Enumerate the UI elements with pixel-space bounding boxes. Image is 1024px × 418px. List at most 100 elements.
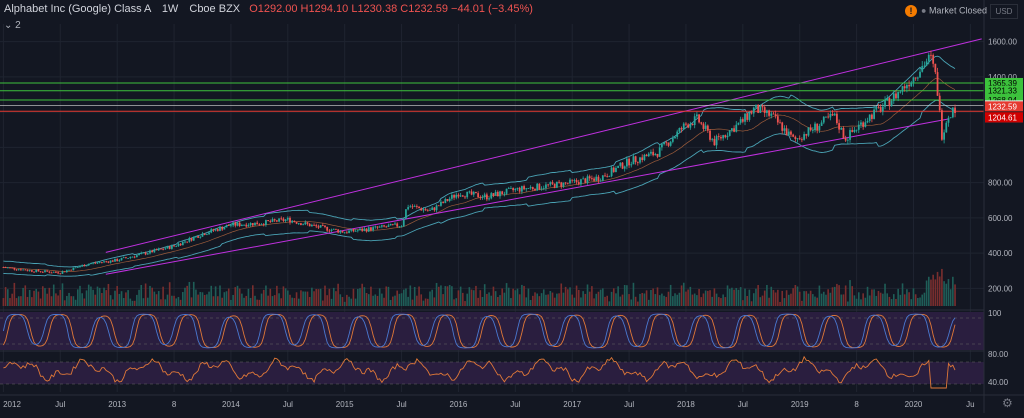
candle-body [300, 223, 302, 226]
x-tick-label: 2017 [563, 400, 581, 409]
candle-body [730, 128, 733, 131]
price-label: 1365.39 [988, 79, 1017, 88]
volume-bar [446, 286, 449, 306]
candle-body [763, 107, 766, 113]
candle-body [81, 265, 84, 267]
volume-bar [630, 299, 633, 306]
interval-label[interactable]: 1W [161, 3, 179, 15]
volume-bar [74, 299, 77, 306]
candle-body [24, 269, 27, 271]
candle-body [17, 269, 20, 271]
candle-body [507, 188, 510, 189]
candle-body [50, 272, 53, 274]
candle-body [485, 194, 488, 200]
candle-body [177, 243, 180, 247]
candle-body [63, 271, 66, 273]
volume-bar [593, 298, 595, 306]
candle-body [914, 77, 917, 79]
candle-body [615, 167, 617, 172]
candle-body [558, 181, 560, 183]
candle-body [170, 245, 173, 249]
y-tick-label: 800.00 [988, 179, 1013, 188]
volume-bar [886, 293, 889, 306]
candle-body [153, 249, 156, 253]
volume-bar [81, 293, 83, 306]
candle-body [750, 112, 753, 114]
volume-bar [52, 284, 55, 306]
volume-bar [617, 286, 619, 306]
candle-body [92, 262, 95, 264]
volume-bar [459, 286, 462, 306]
volume-bar [214, 286, 217, 306]
volume-bar [827, 289, 829, 306]
volume-bar [363, 287, 366, 306]
volume-bar [785, 290, 788, 306]
gear-icon[interactable]: ⚙ [1002, 396, 1013, 410]
candle-body [234, 222, 237, 226]
volume-bar [742, 300, 744, 306]
volume-bar [361, 283, 363, 306]
volume-bar [181, 292, 184, 306]
indicator-toggle[interactable]: ⌄ 2 [4, 20, 21, 31]
candle-body [586, 176, 589, 183]
volume-bar [243, 297, 245, 306]
volume-bar [748, 289, 751, 306]
candle-body [551, 182, 554, 184]
candle-body [96, 262, 99, 264]
candle-body [849, 130, 851, 140]
volume-bar [431, 289, 433, 306]
ohlc-values: O1292.00 H1294.10 L1230.38 C1232.59 −44.… [249, 3, 533, 15]
candle-body [641, 157, 644, 161]
volume-bar [72, 296, 75, 306]
volume-bar [144, 283, 147, 306]
volume-bar [667, 291, 670, 306]
volume-bar [577, 289, 580, 306]
candle-body [831, 114, 834, 116]
candle-body [278, 218, 280, 222]
volume-bar [28, 289, 31, 306]
candle-body [363, 228, 366, 231]
candle-body [875, 106, 878, 110]
volume-bar [138, 289, 140, 306]
volume-bar [497, 296, 499, 306]
candlesticks [2, 50, 956, 275]
candle-body [57, 272, 60, 274]
volume-bar [2, 298, 5, 306]
candle-body [798, 138, 801, 140]
candle-body [623, 166, 626, 169]
candle-body [744, 113, 746, 122]
symbol-title[interactable]: Alphabet Inc (Google) Class A [4, 3, 151, 15]
candle-body [164, 248, 167, 250]
volume-bar [15, 298, 18, 306]
volume-bar [676, 294, 679, 306]
volume-bar [297, 298, 300, 306]
market-status: ! ● Market Closed [905, 5, 987, 17]
candle-body [326, 226, 329, 231]
volume-bar [376, 295, 379, 306]
volume-bar [407, 296, 409, 306]
volume-bar [440, 285, 442, 306]
volume-bar [217, 296, 219, 306]
volume-bar [120, 291, 123, 306]
candle-body [949, 117, 952, 119]
horizontal-levels [0, 82, 984, 112]
volume-bar [278, 293, 280, 306]
currency-button[interactable]: USD [990, 4, 1018, 19]
candle-body [192, 236, 195, 241]
volume-bar [468, 287, 471, 306]
candle-body [210, 229, 213, 233]
candle-body [829, 114, 832, 118]
volume-bar [580, 297, 582, 306]
volume-bar [63, 300, 66, 306]
candle-body [820, 122, 823, 126]
candle-body [103, 261, 105, 263]
candle-body [658, 147, 661, 157]
candle-body [352, 228, 355, 232]
candle-body [39, 271, 42, 273]
candle-body [906, 85, 908, 89]
candle-body [816, 123, 819, 130]
